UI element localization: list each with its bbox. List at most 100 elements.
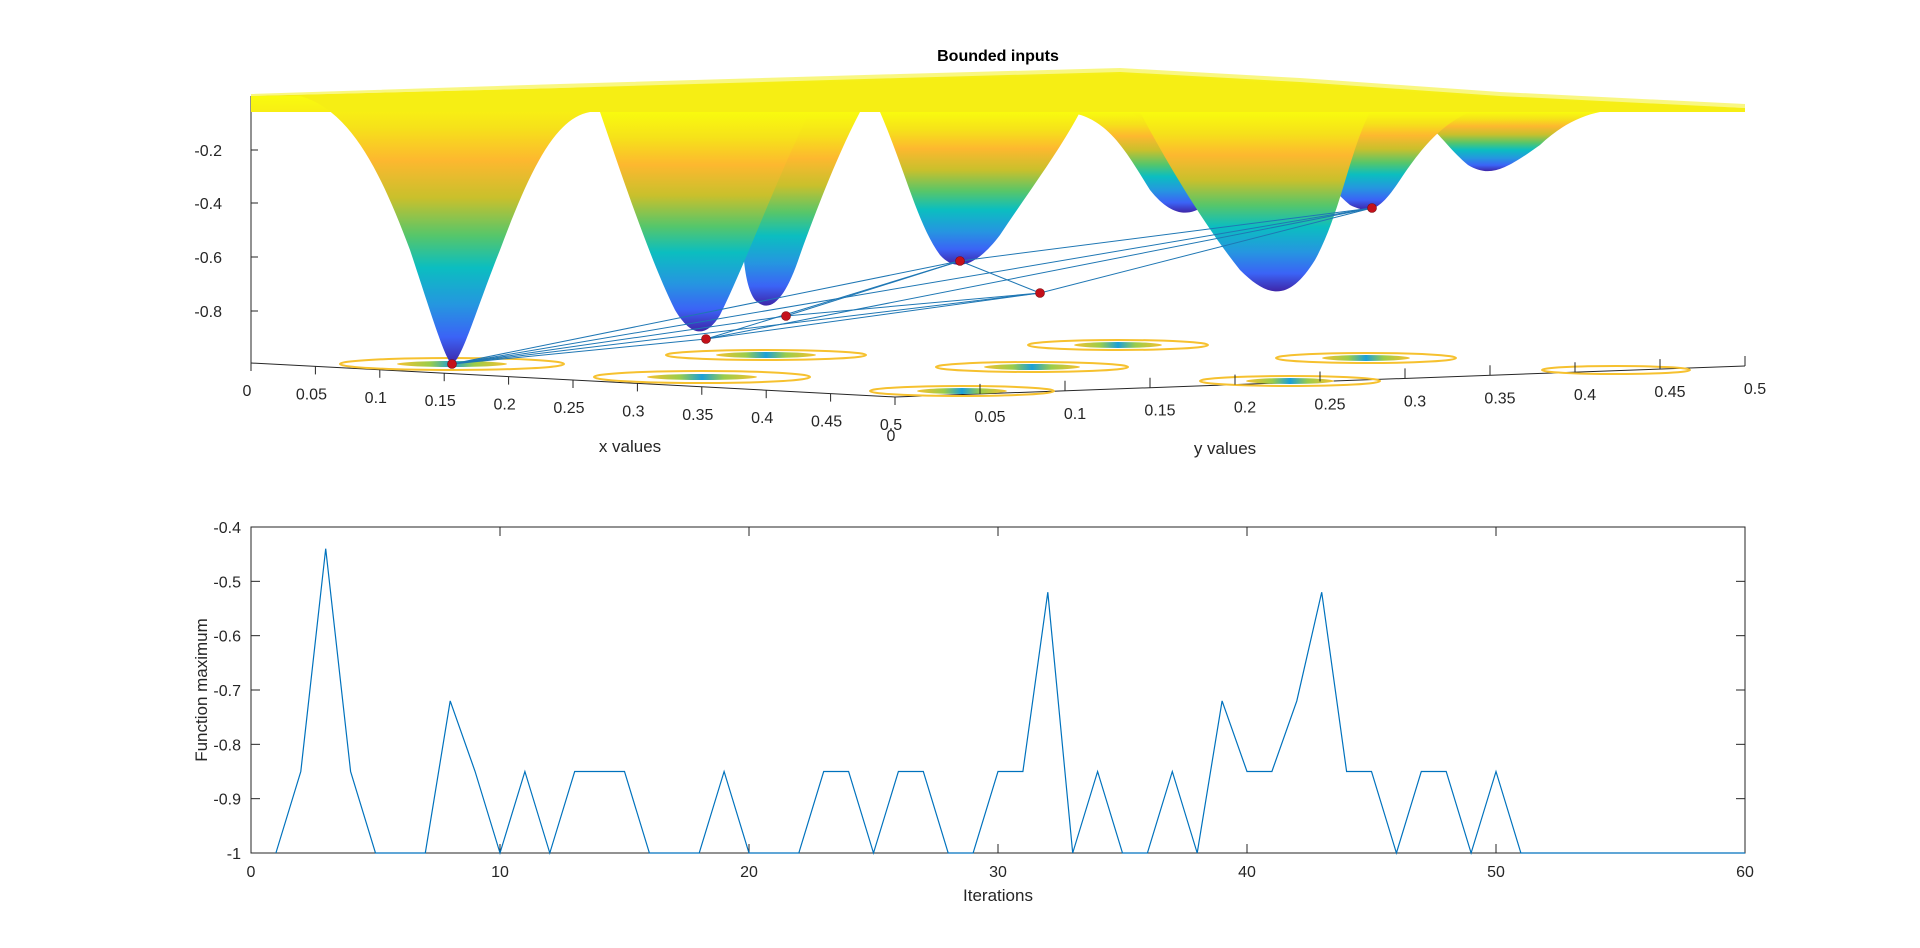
z-tick-label: -0.8 bbox=[194, 304, 222, 321]
x-tick: 0.35 bbox=[682, 386, 713, 424]
contour-ring bbox=[984, 364, 1080, 370]
x-tick: 30 bbox=[989, 527, 1007, 881]
path-segment bbox=[1039, 207, 1373, 294]
z-ticks: -0.2 -0.4 -0.6 -0.8 bbox=[194, 143, 258, 321]
contour-ring bbox=[1275, 352, 1457, 364]
contour-ring bbox=[869, 385, 1055, 397]
x-tick: 0.5 bbox=[880, 397, 902, 434]
y-tick-label: -0.8 bbox=[213, 737, 241, 754]
contour-ring bbox=[935, 361, 1129, 373]
path-segment bbox=[451, 315, 787, 365]
y-tick: -0.7 bbox=[213, 683, 1745, 700]
path-segment bbox=[451, 260, 961, 365]
y-ticks: 0.05 0.1 0.15 0.2 0.25 0.3 0.35 0.4 0.45 0.5 0 bbox=[887, 356, 1766, 445]
contour-ring bbox=[593, 370, 811, 384]
y-tick: 0.35 bbox=[1484, 365, 1516, 407]
x-tick-label: 40 bbox=[1238, 864, 1256, 881]
surface-well bbox=[251, 96, 590, 364]
contour-ring bbox=[647, 374, 757, 380]
x-tick: 0.3 bbox=[622, 383, 645, 420]
contour-ring bbox=[917, 388, 1007, 394]
surface-back-sheet bbox=[251, 72, 1745, 112]
y-tick-label: 0.45 bbox=[1654, 384, 1685, 401]
y-tick: 0.45 bbox=[1654, 359, 1686, 401]
y-ticks: -0.4 -0.5 -0.6 -0.7 -0.8 -0.9 -1 bbox=[213, 520, 1745, 863]
y-tick-label: 0.05 bbox=[974, 409, 1005, 426]
contour-ring bbox=[1541, 365, 1691, 375]
surface-ridge bbox=[251, 68, 1745, 108]
y-tick-label: -0.4 bbox=[213, 520, 241, 537]
contour-ring bbox=[665, 349, 867, 361]
sample-markers bbox=[447, 203, 1377, 369]
x-tick-label: 0.5 bbox=[880, 417, 902, 434]
x-tick-label: 30 bbox=[989, 864, 1007, 881]
x-axis-label: Iterations bbox=[963, 886, 1033, 905]
x-tick: 0.45 bbox=[811, 393, 842, 431]
path-segment bbox=[451, 207, 1373, 365]
contour-ring bbox=[716, 352, 816, 358]
y-tick: 0.15 bbox=[1144, 377, 1176, 420]
sample-marker bbox=[781, 311, 791, 321]
y-tick: 0.2 bbox=[1234, 374, 1256, 417]
y-tick-label: -0.7 bbox=[213, 683, 241, 700]
y-tick-label: -0.9 bbox=[213, 792, 241, 809]
x-tick-label: 20 bbox=[740, 864, 758, 881]
contour-ring bbox=[1027, 339, 1209, 351]
x-tick: 0.4 bbox=[751, 390, 773, 427]
z-tick-label: -0.4 bbox=[194, 196, 222, 213]
y-tick-label: -1 bbox=[227, 846, 241, 863]
x-tick: 50 bbox=[1487, 527, 1505, 881]
x-tick-label: 0.25 bbox=[553, 400, 584, 417]
z-tick: -0.2 bbox=[194, 143, 258, 160]
x-tick-label: 0.45 bbox=[811, 414, 842, 431]
surface-plot: Bounded inputs bbox=[194, 48, 1766, 458]
x-tick-label: 0.15 bbox=[425, 393, 456, 410]
sample-marker bbox=[447, 359, 457, 369]
y-tick-label: 0.4 bbox=[1574, 387, 1596, 404]
x-tick: 0.25 bbox=[553, 380, 585, 417]
path-segment bbox=[705, 292, 1041, 340]
y-tick: 0.1 bbox=[1064, 380, 1086, 423]
x-tick-label: 0.4 bbox=[751, 410, 773, 427]
path-segment bbox=[451, 292, 1041, 365]
surface-well bbox=[1140, 112, 1370, 292]
x-tick-label: 0.3 bbox=[622, 403, 644, 420]
series-line bbox=[275, 548, 1745, 856]
y-tick: 0.3 bbox=[1404, 368, 1426, 410]
sample-path bbox=[451, 207, 1373, 365]
x-tick: 0.2 bbox=[493, 376, 516, 414]
y-tick: -0.4 bbox=[213, 520, 1745, 537]
x-ticks: 0 10 20 30 40 50 60 bbox=[247, 527, 1754, 881]
contour-ring bbox=[1199, 375, 1381, 387]
z-tick-label: -0.2 bbox=[194, 143, 222, 160]
y-tick: -0.9 bbox=[213, 792, 1745, 809]
line-plot: 0 10 20 30 40 50 60 -0.4 -0.5 -0.6 -0.7 -0.8 -0.9 -1… bbox=[192, 520, 1754, 905]
z-tick: -0.8 bbox=[194, 304, 258, 321]
surface-well bbox=[600, 112, 810, 332]
x-tick-label: 10 bbox=[491, 864, 509, 881]
x-tick: 0.05 bbox=[296, 366, 327, 403]
y-axis-label: Function maximum bbox=[192, 618, 211, 762]
y-tick: -0.8 bbox=[213, 737, 1745, 754]
y-tick: 0.4 bbox=[1574, 362, 1596, 404]
x-tick: 0.15 bbox=[425, 373, 456, 410]
y-tick-label: 0.15 bbox=[1144, 403, 1175, 420]
y-tick-label: 0.5 bbox=[1744, 381, 1766, 398]
x-tick: 60 bbox=[1736, 527, 1754, 881]
x-tick-label: 0 bbox=[247, 864, 256, 881]
path-segment bbox=[959, 207, 1373, 262]
x-tick: 0.1 bbox=[365, 369, 387, 407]
x-tick: 40 bbox=[1238, 527, 1256, 881]
x-tick-label: 0 bbox=[243, 383, 252, 400]
plot-area bbox=[250, 526, 1746, 854]
path-segment bbox=[959, 260, 1041, 294]
y-tick-label: 0.25 bbox=[1314, 397, 1345, 414]
z-tick: -0.6 bbox=[194, 250, 258, 267]
path-segment bbox=[705, 207, 1373, 340]
x-tick-label: 60 bbox=[1736, 864, 1754, 881]
x-tick: 0 bbox=[243, 363, 252, 400]
x-tick-label: 0.1 bbox=[365, 390, 387, 407]
y-tick-label: 0.35 bbox=[1484, 390, 1515, 407]
